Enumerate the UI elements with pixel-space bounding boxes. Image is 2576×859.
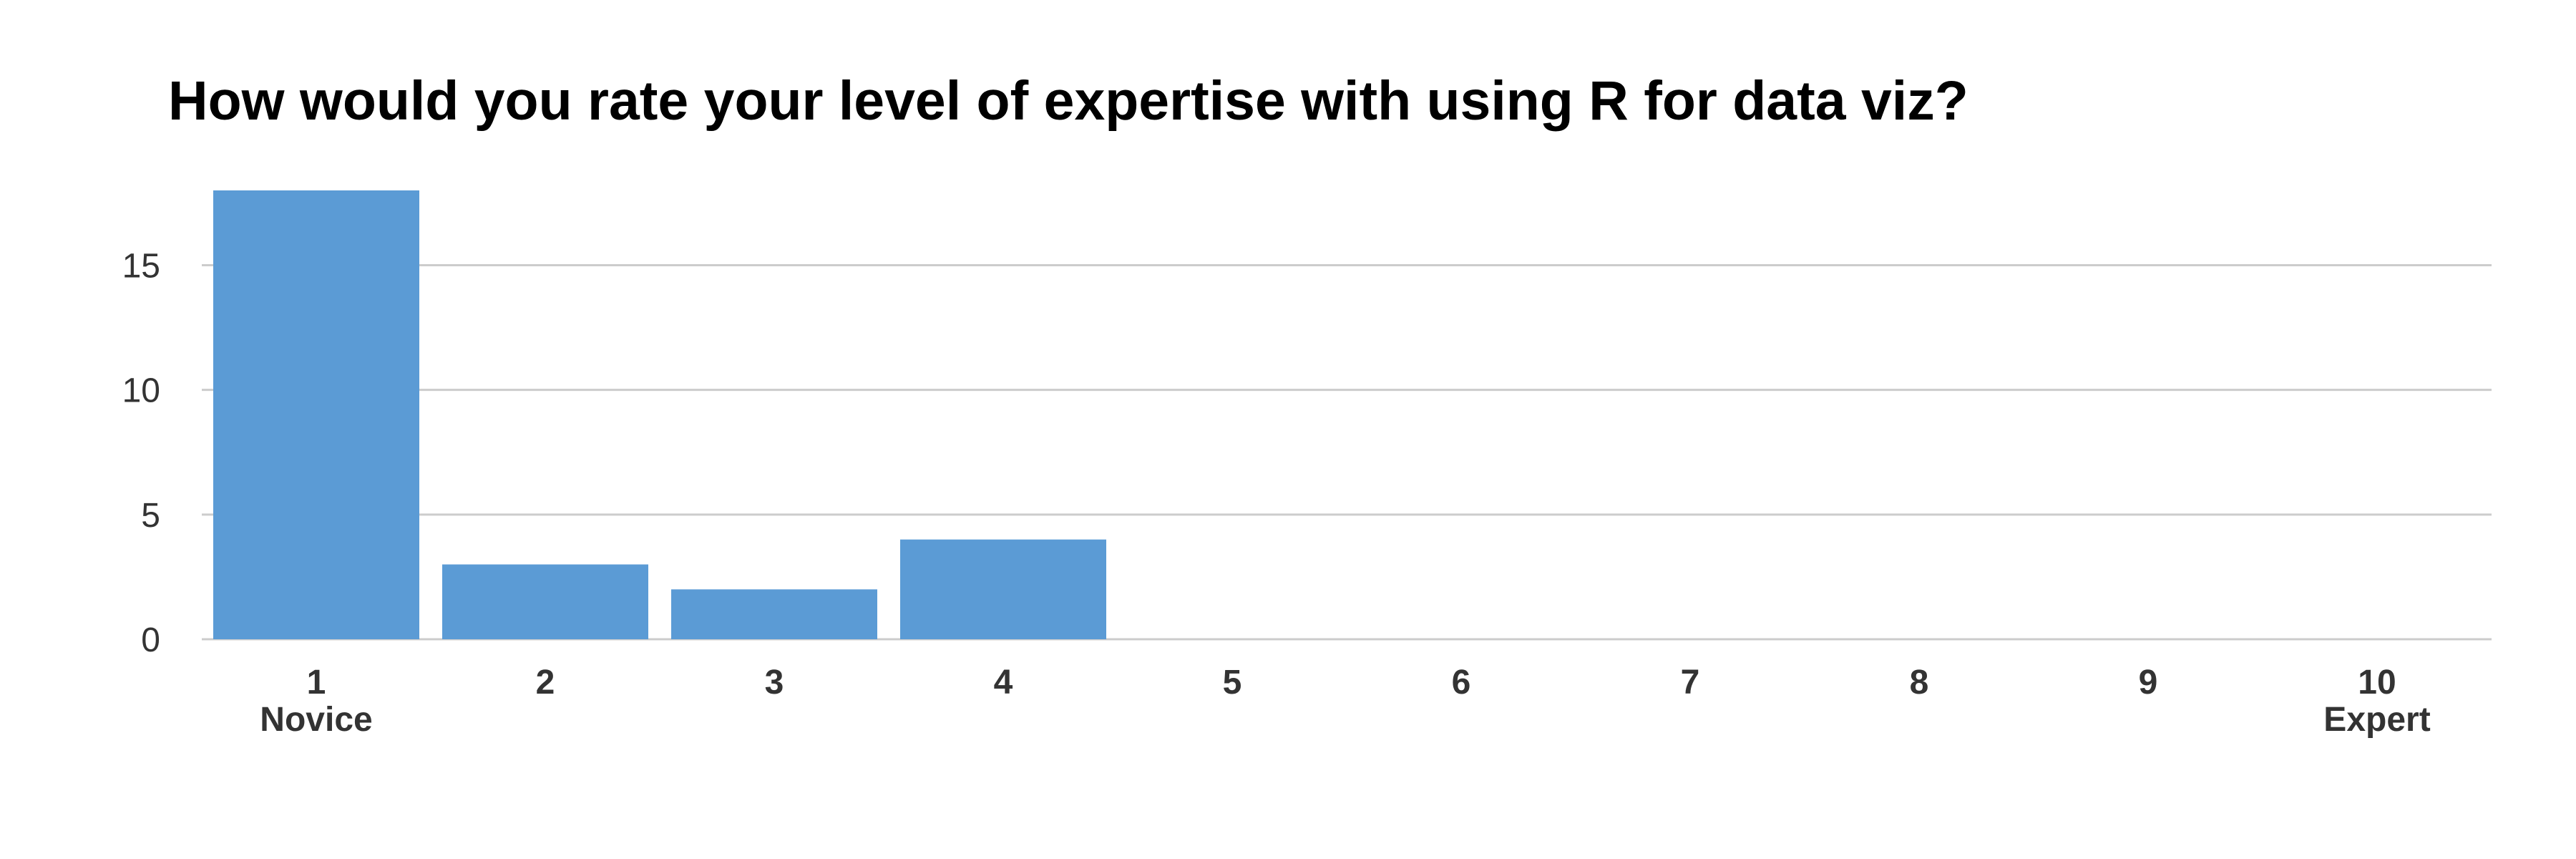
- x-tick-label: 2: [536, 664, 555, 702]
- x-tick-label: 4: [994, 664, 1013, 702]
- x-tick-label: 10: [2358, 664, 2396, 702]
- x-tick-label: 1: [307, 664, 326, 702]
- x-tick-sublabel: Expert: [2323, 701, 2430, 739]
- x-tick-label: 5: [1223, 664, 1242, 702]
- y-axis-ticks: 0 5 10 15: [122, 248, 160, 660]
- x-tick-label: 3: [765, 664, 784, 702]
- x-tick-sublabel: Novice: [260, 701, 372, 739]
- x-tick-label: 6: [1452, 664, 1471, 702]
- x-tick-label: 9: [2139, 664, 2158, 702]
- bars: [213, 190, 1106, 639]
- bar: [671, 589, 877, 639]
- x-tick-label: 8: [1910, 664, 1929, 702]
- chart-title: How would you rate your level of experti…: [168, 70, 1968, 132]
- bar: [900, 539, 1106, 639]
- y-tick-label: 10: [122, 372, 160, 410]
- bar: [213, 190, 419, 639]
- y-tick-label: 5: [141, 497, 160, 535]
- x-tick-label: 7: [1681, 664, 1700, 702]
- bar: [442, 564, 648, 639]
- y-tick-label: 15: [122, 248, 160, 286]
- y-tick-label: 0: [141, 621, 160, 659]
